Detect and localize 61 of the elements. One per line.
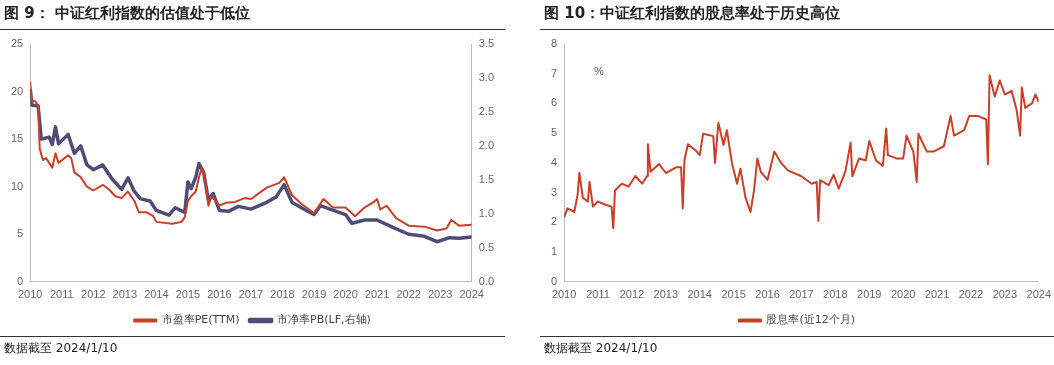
text: 数据截至 2024/1/10 [540, 336, 1054, 357]
y2-tick-label: 1.5 [478, 172, 495, 185]
x-tick-label: 2024 [1026, 288, 1052, 301]
x-tick-label: 2017 [789, 288, 814, 301]
y-tick-label: 8 [550, 37, 558, 50]
x-tick-label: 2021 [924, 288, 950, 301]
x-tick-label: 2020 [333, 288, 358, 301]
x-tick-label: 2018 [823, 288, 848, 301]
x-tick-label: 2010 [17, 288, 43, 301]
legend-label: 市盈率PE(TTM) [161, 313, 240, 327]
x-tick-label: 2019 [301, 288, 327, 301]
y-tick-label: 0 [550, 274, 558, 287]
x-tick-label: 2015 [175, 288, 201, 301]
y-tick-label: 5 [17, 227, 24, 240]
x-tick-label: 2016 [755, 288, 780, 301]
y2-tick-label: 0.5 [478, 240, 495, 253]
text: 数据截至 2024/1/10 [0, 336, 505, 357]
y-tick-label: 7 [550, 66, 558, 79]
x-tick-label: 2018 [270, 288, 295, 301]
x-tick-label: 2022 [958, 288, 984, 301]
x-tick-label: 2017 [238, 288, 264, 301]
x-tick-label: 2011 [49, 288, 74, 301]
x-tick-label: 2012 [619, 288, 645, 301]
x-tick-label: 2013 [653, 288, 679, 301]
x-tick-label: 2013 [112, 288, 138, 301]
y-tick-label: 4 [550, 155, 558, 168]
y2-tick-label: 2.0 [478, 138, 495, 151]
chart-title: 图 10：中证红利指数的股息率处于历史高位 [540, 0, 1054, 30]
x-tick-label: 2023 [992, 288, 1018, 301]
y2-tick-label: 1.0 [478, 206, 495, 219]
y-tick-label: 2 [550, 215, 558, 228]
x-tick-label: 2023 [427, 288, 453, 301]
y-tick-label: 0 [17, 274, 24, 287]
y-tick-label: 5 [550, 126, 558, 139]
x-tick-label: 2014 [687, 288, 712, 301]
x-tick-label: 2020 [890, 288, 916, 301]
y2-tick-label: 3.5 [478, 37, 495, 50]
x-tick-label: 2019 [857, 288, 882, 301]
x-tick-label: 2014 [144, 288, 169, 301]
x-tick-label: 2024 [459, 288, 484, 301]
y2-tick-label: 0.0 [478, 274, 495, 287]
x-tick-label: 2022 [396, 288, 421, 301]
x-tick-label: 2015 [721, 288, 746, 301]
legend-label: 市净率PB(LF,右轴) [277, 313, 371, 327]
x-tick-label: 2010 [551, 288, 577, 301]
y2-tick-label: 3.0 [478, 71, 495, 83]
y-tick-label: 20 [10, 84, 24, 97]
y-tick-label: 15 [10, 132, 24, 145]
y2-tick-label: 2.5 [478, 104, 495, 117]
y-axis-title: % [594, 64, 605, 77]
y-tick-label: 3 [550, 185, 558, 198]
x-tick-label: 2012 [81, 288, 106, 301]
x-tick-label: 2016 [207, 288, 232, 301]
x-tick-label: 2021 [364, 288, 390, 301]
x-tick-label: 2011 [586, 288, 610, 301]
legend-label: 股息率(近12个月) [766, 313, 856, 327]
y-tick-label: 10 [10, 179, 24, 192]
y-tick-label: 1 [550, 245, 558, 258]
chart-title: 图 9： 中证红利指数的估值处于低位 [0, 0, 505, 30]
y-tick-label: 6 [550, 96, 558, 109]
y-tick-label: 25 [10, 37, 24, 50]
